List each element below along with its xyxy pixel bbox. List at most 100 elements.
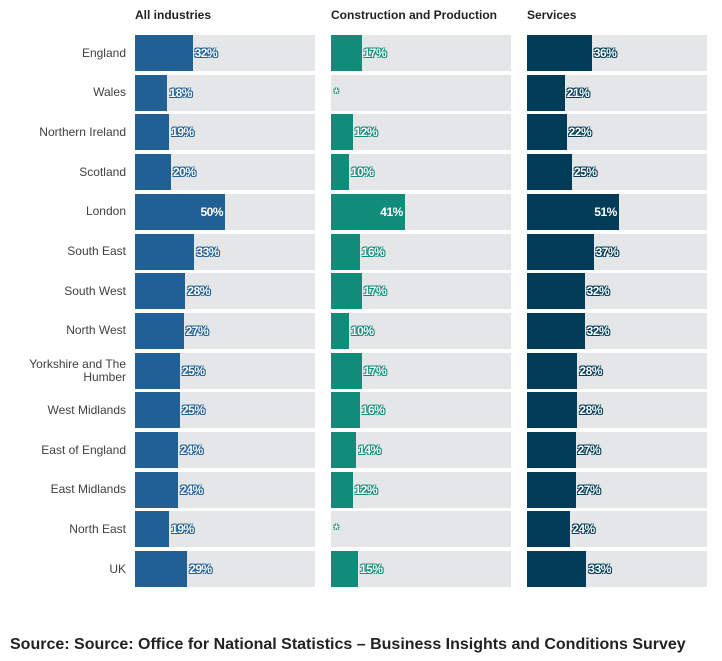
bar-track: 10%	[331, 312, 511, 349]
category-label: London	[85, 204, 126, 219]
bar	[135, 74, 168, 111]
bar	[527, 511, 571, 548]
bar	[527, 154, 572, 191]
category-label: East of England	[41, 442, 126, 457]
data-label: 50%	[200, 204, 223, 219]
data-label: 24%	[180, 443, 203, 457]
bar-track: 37%	[527, 233, 707, 270]
bar-track: 28%	[527, 352, 707, 389]
bar-track: 16%	[331, 233, 511, 270]
bar	[527, 193, 619, 230]
bar	[135, 392, 180, 429]
data-label: 27%	[185, 323, 209, 338]
data-label: 10%	[351, 165, 374, 180]
data-label: 51%	[594, 204, 617, 219]
bar	[135, 114, 170, 151]
bar-track: 28%	[135, 273, 315, 310]
bar-track: 16%	[331, 392, 511, 429]
bar-track: 22%	[527, 114, 707, 151]
category-label: England	[81, 45, 126, 60]
bar	[331, 432, 357, 468]
bar-track: 29%	[135, 551, 315, 588]
data-label: 21%	[566, 85, 590, 100]
data-label: 22%	[568, 125, 592, 140]
data-label: *	[334, 522, 339, 537]
category-label: East Midlands	[50, 482, 126, 497]
data-label: 41%	[380, 204, 403, 219]
bar-track: 27%	[527, 432, 707, 468]
bar-track: 17%	[331, 35, 511, 71]
bar	[331, 551, 358, 588]
data-label: 27%	[577, 482, 601, 497]
data-label: 19%	[171, 522, 194, 537]
category-label: Northern Ireland	[39, 124, 126, 139]
panel-title: Services	[527, 8, 577, 22]
data-label: 18%	[169, 85, 192, 100]
bar	[135, 511, 170, 548]
bar	[527, 233, 594, 270]
data-label: 20%	[173, 165, 196, 180]
data-label: 19%	[171, 125, 194, 140]
bar-track: 33%	[135, 233, 315, 270]
category-label: South West	[64, 283, 126, 298]
bar-track: 24%	[527, 511, 707, 548]
panel-title: All industries	[135, 8, 212, 22]
data-label: 12%	[354, 482, 378, 497]
bar-track: 19%	[135, 511, 315, 548]
panel-title: Construction and Production	[331, 8, 497, 22]
data-label: 33%	[196, 244, 219, 259]
data-label: 32%	[194, 46, 218, 60]
bar	[527, 432, 576, 468]
bar	[331, 114, 353, 151]
bar-track: 24%	[135, 471, 315, 508]
bar	[527, 312, 585, 349]
data-label: 25%	[574, 165, 597, 180]
category-label: South East	[67, 244, 126, 258]
category-label: Scotland	[79, 164, 126, 179]
category-label: Yorkshire and The Humber	[29, 356, 126, 384]
bar	[135, 471, 179, 508]
bar-track: 17%	[331, 352, 511, 389]
data-label: 36%	[593, 46, 617, 60]
bar	[331, 471, 353, 508]
bar-track: 24%	[135, 432, 315, 468]
bar-track: 15%	[331, 551, 511, 588]
bar	[331, 193, 405, 230]
category-label: North East	[69, 521, 126, 536]
bar-track: 28%	[527, 392, 707, 429]
bar	[135, 193, 225, 230]
data-label: 29%	[189, 562, 212, 577]
category-label: UK	[109, 561, 126, 576]
bar	[331, 35, 362, 71]
bar	[527, 114, 567, 151]
bar-track: 18%	[135, 74, 315, 111]
bar	[331, 392, 360, 429]
source-note: Source: Source: Office for National Stat…	[10, 636, 686, 653]
bar	[135, 233, 195, 270]
bar-track: 25%	[527, 154, 707, 191]
bar	[331, 352, 362, 389]
data-label: 12%	[354, 125, 378, 140]
bar	[527, 551, 587, 588]
data-label: 28%	[579, 363, 602, 378]
data-label: 17%	[363, 46, 387, 60]
bar	[527, 471, 576, 508]
bar	[331, 273, 362, 310]
data-label: 28%	[579, 403, 602, 418]
category-label: Wales	[93, 85, 126, 100]
bar	[135, 154, 171, 191]
bar-track: 25%	[135, 392, 315, 429]
bar-track: 21%	[527, 74, 707, 111]
bar	[527, 35, 592, 71]
bar	[527, 74, 565, 111]
bar-track: 12%	[331, 114, 511, 151]
bar-track: 27%	[527, 471, 707, 508]
category-label: North West	[66, 323, 126, 338]
data-label: 17%	[363, 284, 387, 299]
data-label: 16%	[361, 244, 385, 259]
bar	[135, 273, 186, 310]
bar-track: 20%	[135, 154, 315, 191]
data-label: 17%	[363, 363, 387, 378]
bar	[135, 432, 179, 468]
bar-track: 12%	[331, 471, 511, 508]
